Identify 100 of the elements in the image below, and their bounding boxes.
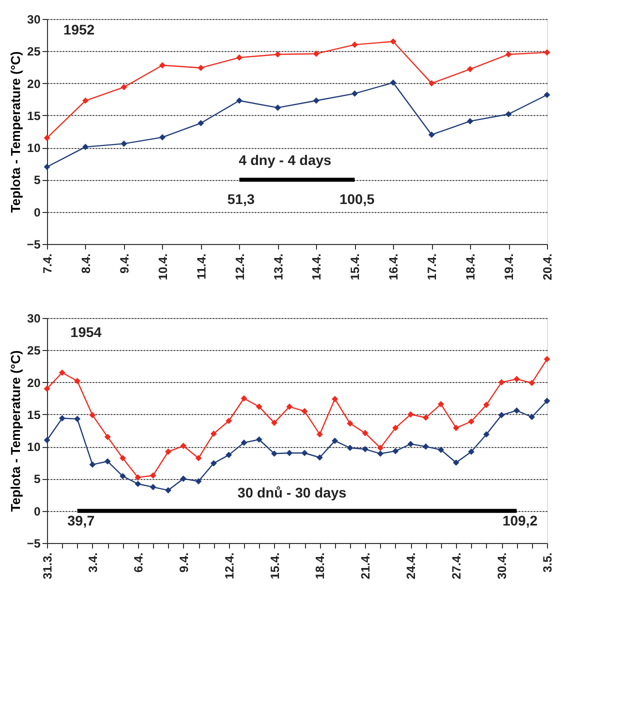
- point: [44, 134, 50, 142]
- point: [352, 90, 358, 97]
- point: [134, 480, 142, 488]
- point: [256, 404, 262, 410]
- y-tick-label: −5: [26, 536, 41, 550]
- annotation: 4 dny - 4 days: [238, 152, 332, 168]
- point: [74, 378, 80, 384]
- x-tick-label: 9.4.: [117, 254, 132, 274]
- point: [159, 62, 166, 68]
- point: [498, 412, 505, 418]
- y-tick-label: 10: [27, 440, 41, 454]
- point: [301, 450, 308, 456]
- point: [313, 97, 320, 104]
- point: [452, 424, 460, 432]
- annotation: 100,5: [339, 191, 375, 208]
- point: [505, 51, 512, 58]
- point: [198, 64, 204, 72]
- point: [468, 418, 474, 425]
- point: [544, 356, 550, 362]
- y-tick-label: 0: [34, 205, 41, 220]
- x-tick-label: 18.4.: [464, 254, 478, 280]
- point: [528, 380, 536, 386]
- point: [301, 408, 308, 414]
- point: [407, 440, 414, 448]
- point: [195, 454, 202, 462]
- y-axis-title: Teplota - Temperature (°C): [8, 350, 23, 512]
- point: [316, 454, 323, 461]
- x-tick-label: 10.4.: [156, 254, 170, 280]
- y-tick-label: 15: [27, 108, 41, 123]
- x-tick-label: 8.4.: [78, 254, 93, 274]
- point: [180, 476, 187, 482]
- point: [392, 448, 399, 454]
- annotation: 39,7: [67, 512, 95, 529]
- point: [44, 436, 50, 444]
- y-tick-label: 25: [27, 344, 41, 358]
- x-tick-label: 13.4.: [271, 254, 286, 280]
- point: [505, 110, 512, 118]
- point: [180, 442, 187, 450]
- y-tick-label: 5: [34, 472, 41, 486]
- y-tick-label: 10: [27, 141, 41, 156]
- point: [332, 396, 338, 402]
- x-tick-label: 7.4.: [40, 254, 54, 274]
- point: [407, 411, 414, 418]
- point: [58, 415, 66, 422]
- annotation: 30 dnů - 30 days: [238, 484, 347, 500]
- point: [422, 414, 429, 421]
- point: [159, 134, 166, 140]
- point: [120, 140, 128, 147]
- point: [390, 79, 396, 86]
- y-tick-label: 5: [34, 173, 41, 188]
- point: [544, 92, 550, 98]
- point: [483, 402, 490, 408]
- point: [514, 407, 520, 414]
- point: [514, 376, 520, 382]
- point: [316, 431, 323, 438]
- point: [452, 459, 460, 466]
- point: [544, 49, 550, 56]
- point: [165, 487, 172, 494]
- annotation: 1954: [70, 324, 102, 340]
- point: [544, 398, 550, 404]
- annotation: 109,2: [502, 512, 538, 529]
- point: [286, 450, 293, 456]
- y-tick-label: 20: [27, 376, 41, 390]
- point: [82, 97, 89, 104]
- point: [438, 400, 444, 408]
- point: [89, 412, 96, 418]
- point: [377, 450, 384, 457]
- x-tick-label: 11.4.: [194, 254, 208, 280]
- y-tick-label: 25: [27, 44, 41, 59]
- annotation: 51,3: [227, 191, 255, 208]
- point: [468, 448, 474, 455]
- point: [352, 42, 358, 48]
- point: [466, 66, 474, 72]
- point: [44, 164, 50, 170]
- point: [256, 436, 262, 443]
- point: [82, 144, 89, 150]
- point: [89, 461, 96, 468]
- x-tick-label: 14.4.: [310, 254, 324, 280]
- x-tick-label: 30.4.: [495, 552, 510, 580]
- point: [150, 472, 156, 479]
- point: [134, 474, 142, 481]
- x-tick-label: 15.4.: [268, 552, 282, 580]
- point: [428, 132, 435, 138]
- x-tick-label: 21.4.: [358, 552, 373, 580]
- point: [362, 430, 368, 436]
- point: [528, 414, 536, 420]
- point: [210, 430, 217, 437]
- point: [392, 424, 399, 432]
- x-tick-label: 27.4.: [450, 552, 464, 580]
- x-tick-label: 18.4.: [313, 552, 328, 580]
- y-tick-label: −5: [26, 238, 41, 252]
- point: [377, 444, 384, 452]
- point: [104, 458, 111, 465]
- point: [236, 97, 242, 104]
- x-tick-label: 3.5.: [540, 552, 554, 573]
- y-tick-label: 30: [27, 12, 41, 26]
- point: [240, 395, 248, 402]
- point: [390, 38, 396, 45]
- y-tick-label: 0: [34, 504, 41, 518]
- point: [120, 454, 126, 462]
